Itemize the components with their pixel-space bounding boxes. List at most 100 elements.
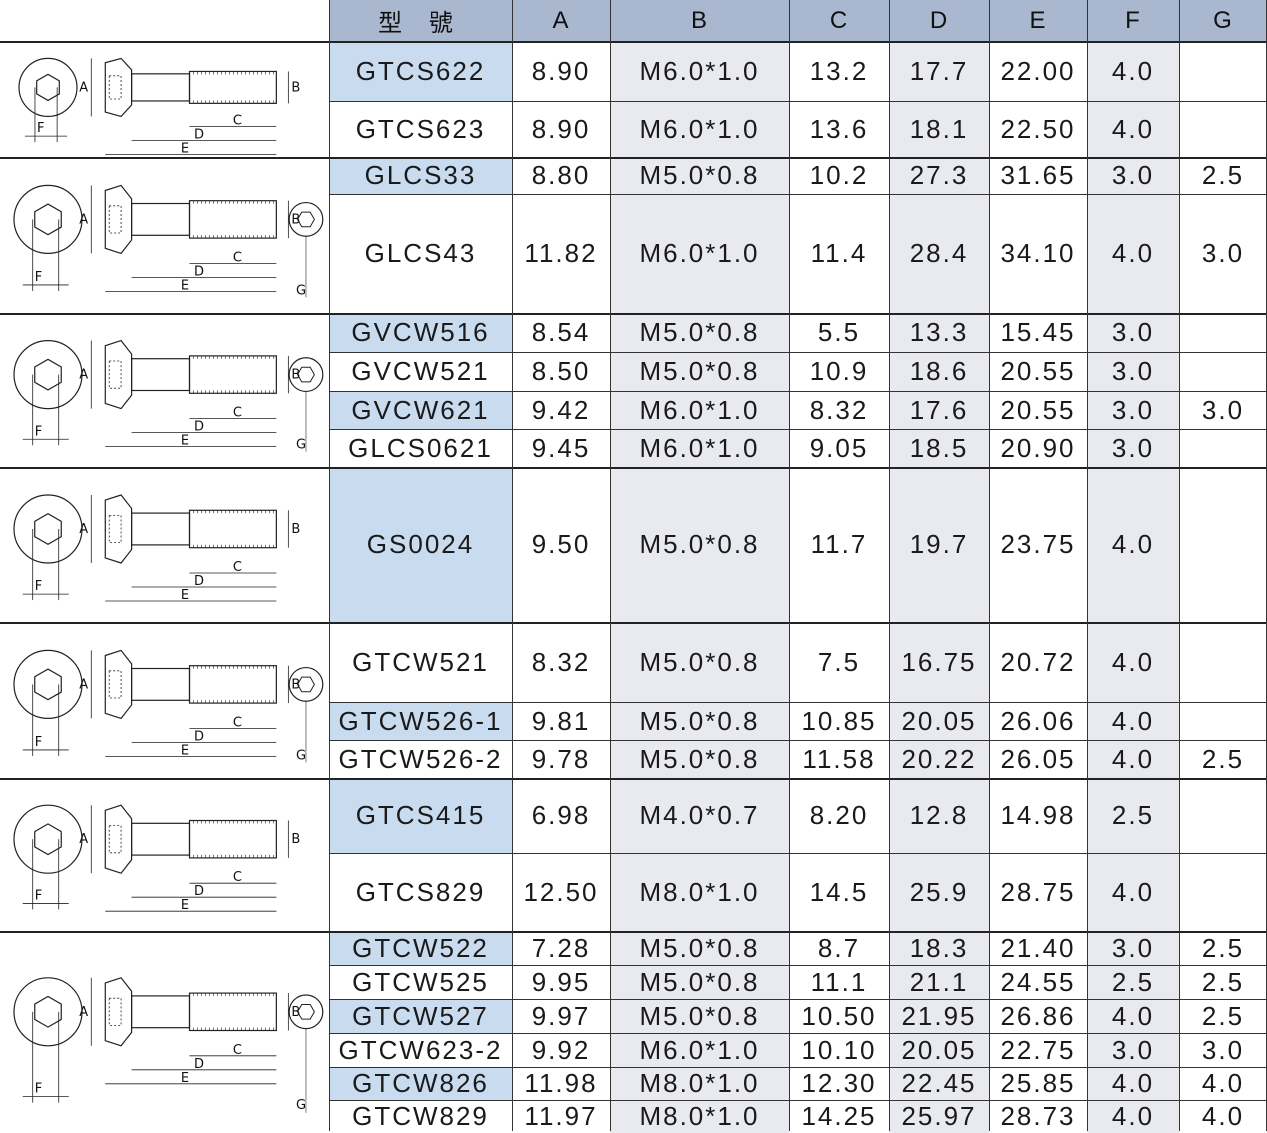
- model-cell: GTCW526-2: [329, 740, 512, 778]
- value-cell-D: 16.75: [889, 622, 989, 702]
- value-cell-D: 18.1: [889, 101, 989, 157]
- dim-label-B: B: [291, 677, 300, 692]
- dim-label-D: D: [194, 884, 204, 899]
- column-divider: [1087, 0, 1088, 1131]
- model-cell: GLCS0621: [329, 429, 512, 467]
- dim-label-D: D: [194, 1057, 204, 1072]
- value-cell-C: 5.5: [789, 313, 889, 352]
- value-cell-G: 2.5: [1179, 965, 1267, 999]
- value-cell-G: 2.5: [1179, 931, 1267, 965]
- dim-label-C: C: [233, 250, 242, 265]
- model-cell: GTCW525: [329, 965, 512, 999]
- model-cell: GTCW623-2: [329, 1033, 512, 1067]
- value-cell-B: M6.0*1.0: [610, 194, 789, 313]
- model-cell: GLCS43: [329, 194, 512, 313]
- value-cell-D: 20.22: [889, 740, 989, 778]
- value-cell-D: 22.45: [889, 1067, 989, 1100]
- value-cell-F: 3.0: [1087, 352, 1179, 391]
- value-cell-A: 7.28: [512, 931, 610, 965]
- screw-side-view: [104, 649, 277, 720]
- value-cell-A: 8.90: [512, 101, 610, 157]
- dim-label-F: F: [35, 579, 42, 594]
- value-cell-A: 8.50: [512, 352, 610, 391]
- value-cell-E: 23.75: [989, 467, 1087, 622]
- value-cell-F: 4.0: [1087, 101, 1179, 157]
- screw-front-view: [13, 494, 83, 564]
- model-cell: GTCW527: [329, 999, 512, 1033]
- dim-label-B: B: [291, 832, 300, 847]
- group-divider: [0, 778, 1267, 780]
- dim-label-F: F: [37, 121, 44, 136]
- value-cell-F: 3.0: [1087, 429, 1179, 467]
- model-cell: GTCS829: [329, 853, 512, 931]
- dim-label-D: D: [194, 127, 204, 142]
- value-cell-F: 4.0: [1087, 740, 1179, 778]
- header-col-F: F: [1087, 0, 1179, 41]
- value-cell-A: 9.78: [512, 740, 610, 778]
- column-divider: [329, 0, 330, 1131]
- value-cell-C: 12.30: [789, 1067, 889, 1100]
- value-cell-A: 11.82: [512, 194, 610, 313]
- value-cell-C: 10.50: [789, 999, 889, 1033]
- screw-side-view: [104, 977, 277, 1047]
- dim-label-E: E: [181, 141, 189, 156]
- screw-front-view: [13, 649, 83, 720]
- row-divider: [329, 1067, 1267, 1068]
- group-divider: [0, 313, 1267, 315]
- value-cell-B: M5.0*0.8: [610, 622, 789, 702]
- value-cell-E: 20.72: [989, 622, 1087, 702]
- value-cell-A: 8.54: [512, 313, 610, 352]
- value-cell-C: 10.10: [789, 1033, 889, 1067]
- value-cell-G: 3.0: [1179, 391, 1267, 429]
- screw-side-view: [104, 494, 277, 564]
- row-divider: [329, 429, 1267, 430]
- value-cell-G: [1179, 41, 1267, 101]
- value-cell-D: 19.7: [889, 467, 989, 622]
- value-cell-B: M5.0*0.8: [610, 740, 789, 778]
- value-cell-B: M6.0*1.0: [610, 41, 789, 101]
- value-cell-C: 13.2: [789, 41, 889, 101]
- value-cell-E: 22.50: [989, 101, 1087, 157]
- value-cell-C: 10.2: [789, 157, 889, 194]
- value-cell-B: M5.0*0.8: [610, 157, 789, 194]
- value-cell-B: M8.0*1.0: [610, 1100, 789, 1133]
- value-cell-B: M6.0*1.0: [610, 429, 789, 467]
- dim-label-F: F: [35, 888, 42, 903]
- dim-label-F: F: [35, 424, 42, 439]
- header-col-B: B: [610, 0, 789, 41]
- header-col-D: D: [889, 0, 989, 41]
- value-cell-A: 9.50: [512, 467, 610, 622]
- value-cell-D: 25.97: [889, 1100, 989, 1133]
- row-divider: [329, 352, 1267, 353]
- row-divider: [329, 740, 1267, 741]
- screw-side-view: [104, 804, 277, 874]
- model-cell: GTCS623: [329, 101, 512, 157]
- value-cell-F: 3.0: [1087, 1033, 1179, 1067]
- value-cell-E: 24.55: [989, 965, 1087, 999]
- value-cell-G: [1179, 352, 1267, 391]
- value-cell-B: M5.0*0.8: [610, 965, 789, 999]
- value-cell-G: [1179, 853, 1267, 931]
- value-cell-B: M8.0*1.0: [610, 1067, 789, 1100]
- value-cell-B: M5.0*0.8: [610, 931, 789, 965]
- dim-label-C: C: [233, 715, 242, 730]
- row-divider: [329, 1100, 1267, 1101]
- value-cell-D: 18.3: [889, 931, 989, 965]
- value-cell-B: M4.0*0.7: [610, 778, 789, 853]
- value-cell-G: 3.0: [1179, 194, 1267, 313]
- model-cell: GVCW521: [329, 352, 512, 391]
- value-cell-D: 25.9: [889, 853, 989, 931]
- header-model: 型 號: [329, 0, 512, 41]
- value-cell-E: 28.73: [989, 1100, 1087, 1133]
- value-cell-E: 31.65: [989, 157, 1087, 194]
- value-cell-A: 9.92: [512, 1033, 610, 1067]
- value-cell-A: 9.42: [512, 391, 610, 429]
- dim-label-G: G: [296, 438, 306, 453]
- value-cell-G: 4.0: [1179, 1100, 1267, 1133]
- value-cell-E: 14.98: [989, 778, 1087, 853]
- screw-front-view: [13, 977, 83, 1047]
- value-cell-C: 7.5: [789, 622, 889, 702]
